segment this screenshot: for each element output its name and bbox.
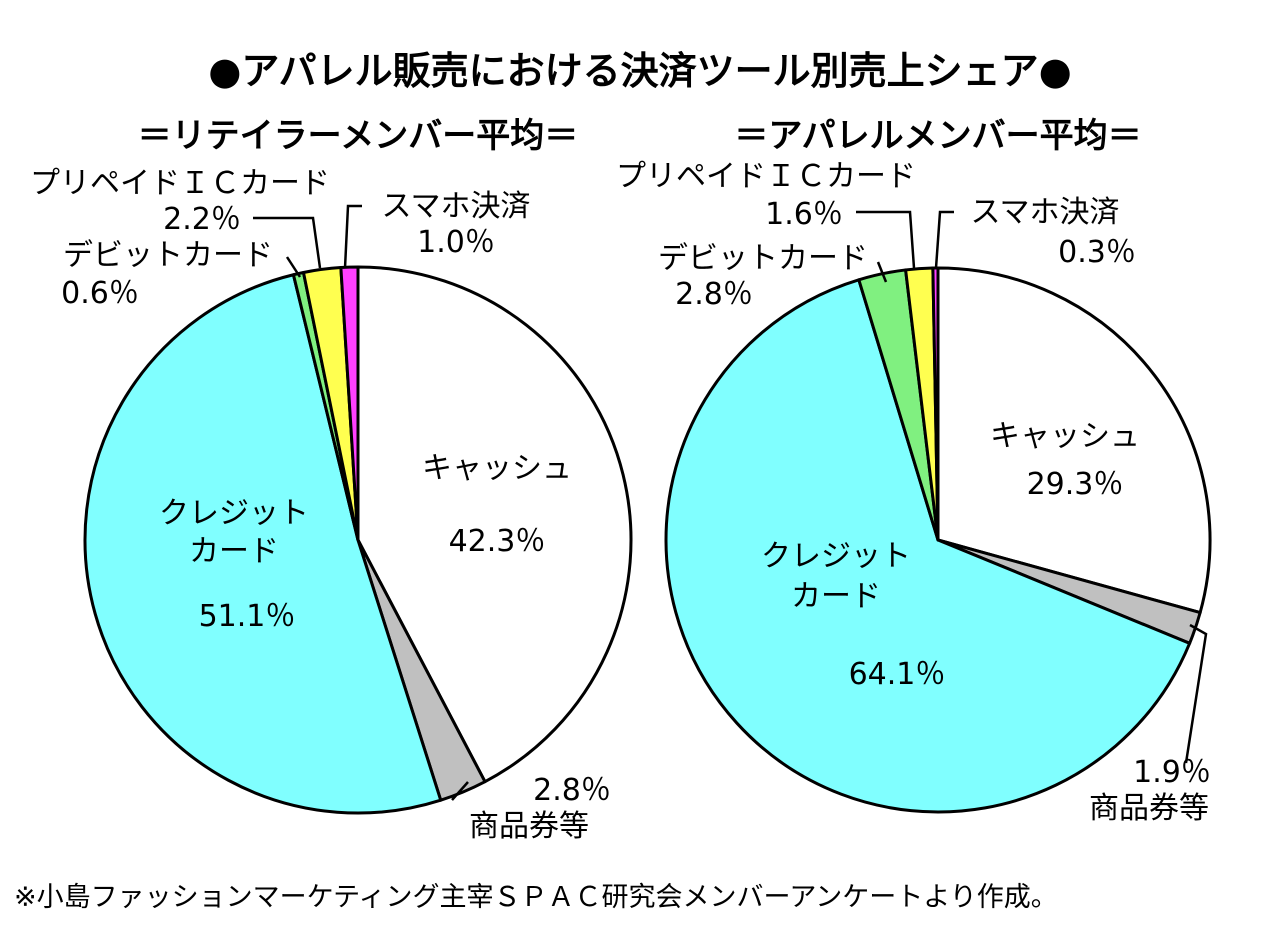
- left-mobile-slice: [339, 265, 360, 542]
- left-cash-slice: [356, 265, 633, 784]
- right-prepaid-name: プリペイドＩＣカード: [616, 159, 916, 194]
- right-mobile-value: 0.3％: [1058, 235, 1136, 270]
- left-cash-name: キャッシュ: [422, 451, 572, 486]
- left-voucher-name: 商品券等: [469, 809, 589, 844]
- right-voucher-value: 1.9％: [1133, 755, 1211, 790]
- left-debit-value: 0.6％: [61, 276, 139, 311]
- footnote: ※小島ファッションマーケティング主宰ＳＰＡＣ研究会メンバーアンケートより作成。: [14, 882, 1058, 913]
- left-credit-name-line2: カード: [189, 534, 279, 569]
- left-mobile-name: スマホ決済: [381, 189, 530, 224]
- left-voucher-value: 2.8％: [533, 773, 611, 808]
- left-debit-name: デビットカード: [63, 238, 273, 273]
- right-cash-slice: [936, 266, 1212, 615]
- left-mobile-value: 1.0％: [417, 225, 495, 260]
- right-credit-name-line1: クレジット: [761, 539, 911, 574]
- left-prepaid-name: プリペイドＩＣカード: [30, 166, 330, 201]
- left-debit-leader: [285, 256, 302, 278]
- left-pie: [83, 265, 633, 815]
- right-mobile-name: スマホ決済: [970, 195, 1119, 230]
- right-prepaid-value: 1.6％: [765, 197, 843, 232]
- right-credit-value: 64.1％: [849, 657, 946, 692]
- leader-lines: [253, 204, 1208, 801]
- chart-title: ●アパレル販売における決済ツール別売上シェア●: [208, 49, 1072, 93]
- left-pie-subtitle: ＝リテイラーメンバー平均＝: [138, 116, 579, 156]
- right-mobile-slice: [931, 266, 940, 542]
- right-prepaid-leader: [856, 210, 916, 269]
- right-credit-slice: [664, 278, 1192, 814]
- right-cash-name: キャッシュ: [990, 419, 1140, 454]
- right-mobile-leader: [934, 210, 954, 269]
- left-credit-name-line1: クレジット: [159, 496, 309, 531]
- left-pie-labels: キャッシュ 42.3％ クレジット カード 51.1％ 2.8％ 商品券等 デビ…: [30, 166, 611, 844]
- right-debit-leader: [876, 261, 888, 283]
- left-voucher-leader: [451, 781, 469, 801]
- right-voucher-leader: [1184, 623, 1208, 764]
- left-prepaid-leader: [253, 216, 322, 269]
- right-pie-labels: キャッシュ 29.3％ クレジット カード 64.1％ 1.9％ 商品券等 デビ…: [616, 159, 1211, 826]
- left-prepaid-value: 2.2％: [163, 202, 241, 237]
- right-pie-subtitle: ＝アパレルメンバー平均＝: [734, 116, 1141, 156]
- left-mobile-leader: [343, 204, 362, 269]
- left-credit-slice: [83, 273, 443, 815]
- right-voucher-name: 商品券等: [1089, 791, 1209, 826]
- right-debit-name: デビットカード: [658, 241, 868, 276]
- right-pie: [664, 266, 1212, 814]
- right-debit-value: 2.8％: [675, 277, 753, 312]
- left-credit-value: 51.1％: [199, 599, 296, 634]
- left-cash-value: 42.3％: [449, 524, 546, 559]
- right-credit-name-line2: カード: [791, 579, 881, 614]
- right-cash-value: 29.3％: [1027, 467, 1124, 502]
